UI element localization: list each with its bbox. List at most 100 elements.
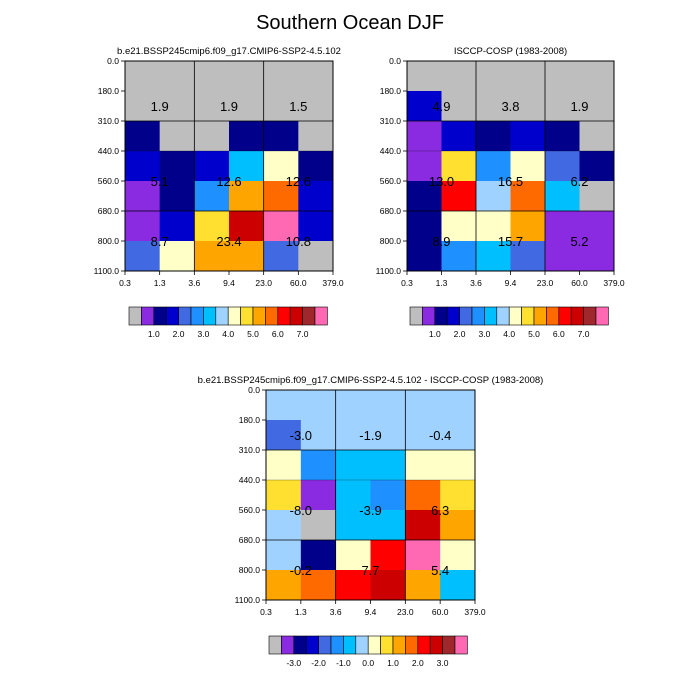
heatmap-cell	[407, 211, 442, 242]
x-tick-label: 379.0	[322, 278, 344, 288]
colorbar-swatch	[442, 635, 456, 655]
heatmap-cell	[370, 419, 406, 451]
heatmap-cell	[545, 120, 580, 152]
colorbar-label: 5.0	[247, 329, 259, 339]
colorbar-label: 1.0	[429, 329, 441, 339]
colorbar-swatch	[355, 635, 369, 655]
colorbar-swatch	[330, 635, 344, 655]
heatmap-cell	[298, 61, 334, 92]
colorbar-swatch	[417, 635, 431, 655]
y-tick-label: 440.0	[239, 475, 261, 485]
colorbar-swatch	[558, 306, 572, 326]
heatmap-cell	[407, 61, 442, 92]
heatmap-cell	[266, 570, 302, 601]
colorbar-swatch	[128, 306, 142, 326]
colorbar-swatch	[595, 306, 609, 326]
colorbar-swatch	[343, 635, 357, 655]
block-value: 16.5	[498, 174, 523, 189]
heatmap-cell	[476, 241, 511, 272]
heatmap-cell	[545, 241, 580, 272]
x-tick-label: 0.3	[260, 607, 272, 617]
heatmap-cell	[298, 211, 334, 242]
heatmap-cell	[441, 211, 477, 242]
heatmap-cell	[370, 510, 406, 541]
colorbar-swatch	[215, 306, 229, 326]
heatmap-cell	[194, 120, 230, 152]
y-tick-label: 560.0	[380, 176, 402, 186]
heatmap-cell	[510, 241, 546, 272]
colorbar-swatch	[153, 306, 167, 326]
block-value: 13.0	[429, 174, 454, 189]
x-tick-label: 3.6	[188, 278, 200, 288]
heatmap-cell	[159, 90, 195, 122]
heatmap-cell	[440, 449, 476, 481]
y-tick-label: 680.0	[380, 206, 402, 216]
block-value: 5.1	[151, 174, 169, 189]
x-tick-label: 60.0	[571, 278, 588, 288]
colorbar-swatch	[496, 306, 510, 326]
heatmap-cell	[407, 90, 442, 122]
heatmap-cell	[300, 419, 337, 451]
heatmap-cell	[335, 390, 371, 421]
y-tick-label: 0.0	[248, 385, 260, 395]
colorbar-swatch	[392, 635, 406, 655]
heatmap-cell	[440, 419, 476, 451]
heatmap-cell	[476, 61, 511, 92]
heatmap-cell	[229, 150, 265, 182]
page-title: Southern Ocean DJF	[256, 12, 444, 34]
heatmap-cell	[229, 241, 265, 272]
heatmap-cell	[510, 120, 546, 152]
heatmap-cell	[370, 390, 406, 421]
heatmap-cell	[263, 181, 299, 212]
heatmap-cell	[300, 540, 337, 571]
heatmap-cell	[263, 241, 299, 272]
block-value: 1.5	[289, 99, 307, 114]
heatmap-cell	[266, 479, 302, 511]
block-value: 7.7	[361, 563, 379, 578]
colorbar-swatch	[367, 635, 381, 655]
heatmap-cell	[579, 181, 615, 212]
colorbar-label: 2.0	[412, 658, 424, 668]
colorbar-swatch	[318, 635, 332, 655]
heatmap-cell	[440, 390, 476, 421]
heatmap-cell	[125, 241, 161, 272]
heatmap-cell	[229, 90, 265, 122]
heatmap-cell	[194, 241, 230, 272]
heatmap-cell	[266, 510, 302, 541]
heatmap-cell	[125, 181, 161, 212]
block-value: 5.2	[570, 234, 588, 249]
block-value: 8.9	[432, 234, 450, 249]
y-tick-label: 800.0	[380, 236, 402, 246]
x-tick-label: 23.0	[537, 278, 554, 288]
colorbar-swatch	[293, 635, 307, 655]
colorbar-label: 2.0	[454, 329, 466, 339]
colorbar-swatch	[141, 306, 155, 326]
colorbar-swatch	[429, 635, 443, 655]
block-value: 6.3	[431, 503, 449, 518]
heatmap-cell	[441, 90, 477, 122]
y-tick-label: 440.0	[98, 146, 120, 156]
heatmap-cell	[370, 479, 406, 511]
y-tick-label: 1100.0	[376, 266, 402, 276]
colorbar-swatch	[227, 306, 241, 326]
x-tick-label: 9.4	[365, 607, 377, 617]
block-value: 23.4	[216, 234, 241, 249]
colorbar-label: -1.0	[336, 658, 351, 668]
colorbar-swatch	[521, 306, 535, 326]
colorbar-swatch	[434, 306, 448, 326]
heatmap-cell	[229, 181, 265, 212]
colorbar-label: 7.0	[297, 329, 309, 339]
colorbar-swatch	[203, 306, 217, 326]
block-value: 15.7	[498, 234, 523, 249]
heatmap-cell	[476, 120, 511, 152]
heatmap-cell	[476, 181, 511, 212]
heatmap-cell	[510, 150, 546, 182]
heatmap-cell	[263, 150, 299, 182]
colorbar-label: 1.0	[387, 658, 399, 668]
heatmap-cell	[263, 211, 299, 242]
block-value: 1.9	[151, 99, 169, 114]
y-tick-label: 180.0	[380, 86, 402, 96]
colorbar-label: 2.0	[173, 329, 185, 339]
colorbar-swatch	[508, 306, 522, 326]
heatmap-cell	[298, 241, 334, 272]
